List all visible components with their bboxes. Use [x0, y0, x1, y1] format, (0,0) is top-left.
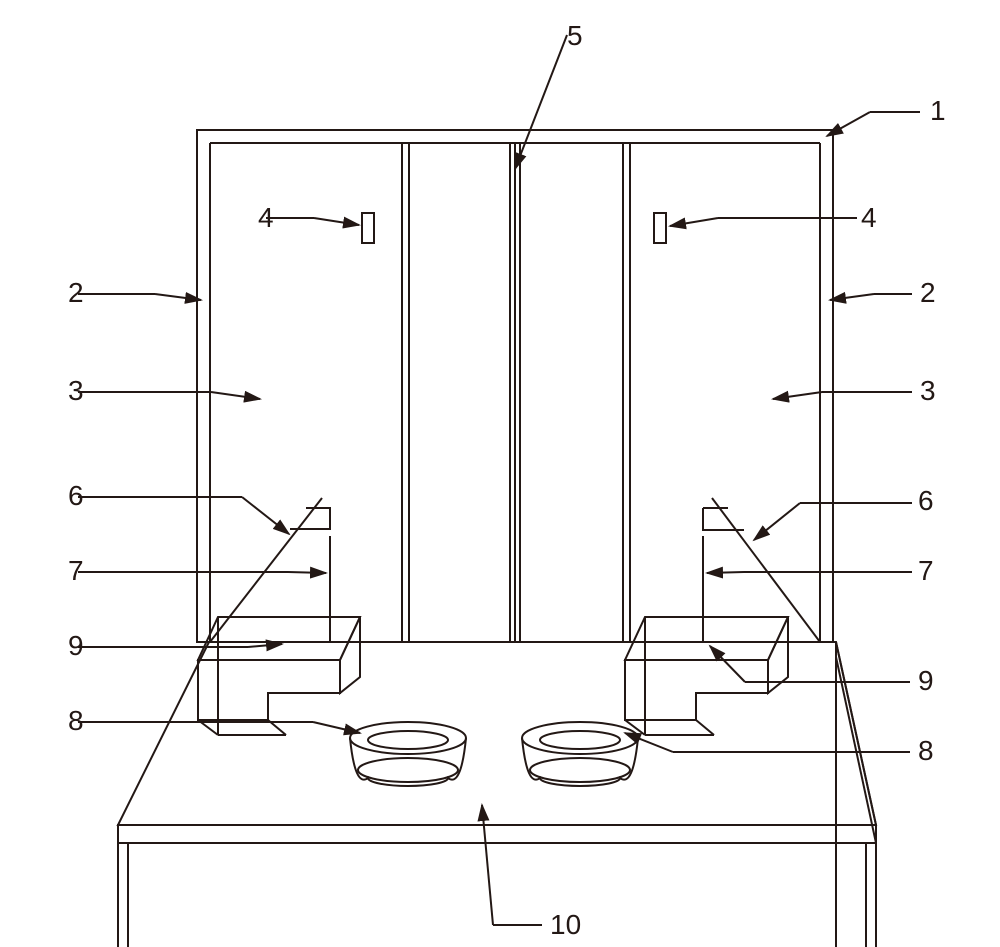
handle-right [654, 213, 666, 243]
callout-label: 3 [920, 375, 936, 406]
callout-6: 6 [754, 485, 934, 540]
callout-5: 5 [515, 20, 583, 169]
callout-label: 9 [68, 630, 84, 661]
callout-3: 3 [68, 375, 260, 406]
callout-label: 8 [68, 705, 84, 736]
table [118, 642, 876, 947]
callout-label: 2 [68, 277, 84, 308]
callout-2: 2 [68, 277, 201, 308]
bowl-right [522, 722, 638, 786]
callouts: 5 1 4 4 2 2 3 3 6 6 7 7 9 9 8 8 10 [68, 20, 946, 940]
bowl-left [350, 722, 466, 786]
callout-label: 8 [918, 735, 934, 766]
callout-label: 5 [567, 20, 583, 51]
callout-label: 6 [918, 485, 934, 516]
callout-4: 4 [258, 202, 359, 233]
callout-label: 3 [68, 375, 84, 406]
callout-6: 6 [68, 480, 289, 534]
cabinet [197, 130, 833, 642]
callout-label: 1 [930, 95, 946, 126]
step-block-left [198, 617, 360, 735]
callout-4: 4 [670, 202, 877, 233]
callout-label: 10 [550, 909, 581, 940]
callout-9: 9 [68, 630, 282, 661]
callout-label: 2 [920, 277, 936, 308]
callout-label: 7 [918, 555, 934, 586]
callout-label: 7 [68, 555, 84, 586]
callout-3: 3 [773, 375, 936, 406]
handle-left [362, 213, 374, 243]
callout-label: 4 [861, 202, 877, 233]
callout-1: 1 [827, 95, 946, 136]
callout-8: 8 [625, 733, 934, 766]
step-block-right [625, 617, 788, 735]
callout-label: 4 [258, 202, 274, 233]
callout-label: 6 [68, 480, 84, 511]
technical-diagram: 5 1 4 4 2 2 3 3 6 6 7 7 9 9 8 8 10 [0, 0, 1000, 947]
callout-2: 2 [830, 277, 936, 308]
callout-label: 9 [918, 665, 934, 696]
callout-9: 9 [710, 646, 934, 696]
